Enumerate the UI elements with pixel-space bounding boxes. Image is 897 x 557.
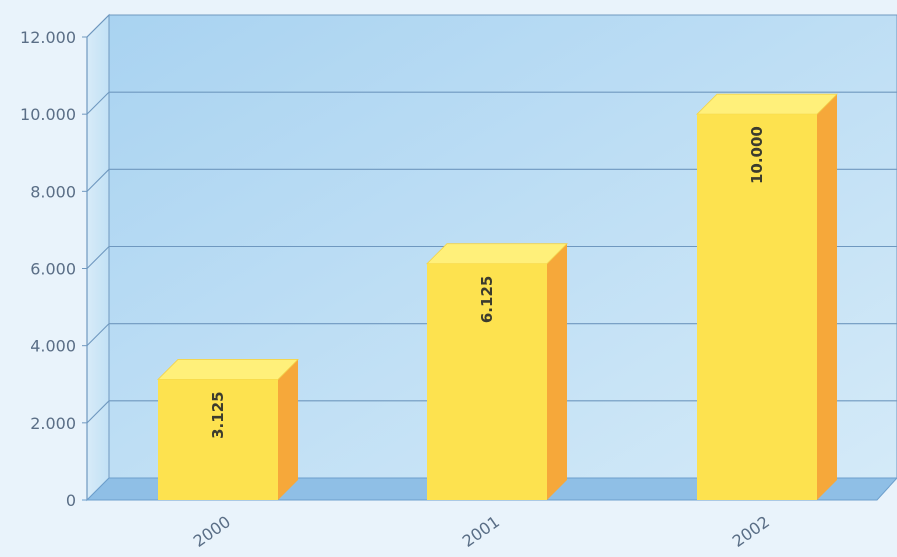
gridlines [82,14,897,501]
x-tick-label: 2000 [190,512,234,551]
y-tick-label: 0 [66,491,76,510]
data-label: 6.125 [478,276,496,323]
bars [157,93,838,501]
bar-top [157,359,299,380]
gridline [86,245,897,269]
bar-front [427,263,547,500]
y-tick-label: 12.000 [20,28,76,47]
bar-2002 [696,93,838,501]
data-label: 10.000 [748,126,766,184]
y-tick-label: 2.000 [30,414,76,433]
x-tick-label: 2002 [729,512,773,551]
bar-side [547,243,567,501]
gridline [86,323,897,347]
gridline [86,168,897,192]
data-label: 3.125 [209,391,227,438]
y-tick-label: 6.000 [30,260,76,279]
bar-front [158,379,278,500]
y-tick-label: 4.000 [30,337,76,356]
bar-2001 [426,243,568,501]
gridline [86,400,897,424]
bar-top [696,93,838,115]
bar-2000 [157,359,299,500]
bar-side [278,359,298,500]
y-tick-label: 10.000 [20,105,76,124]
gridline [86,14,897,38]
x-tick-label: 2001 [459,512,503,551]
bar-side [817,94,837,501]
gridline [86,91,897,115]
bar-top [426,243,568,265]
bar-front [697,114,817,501]
y-tick-label: 8.000 [30,182,76,201]
